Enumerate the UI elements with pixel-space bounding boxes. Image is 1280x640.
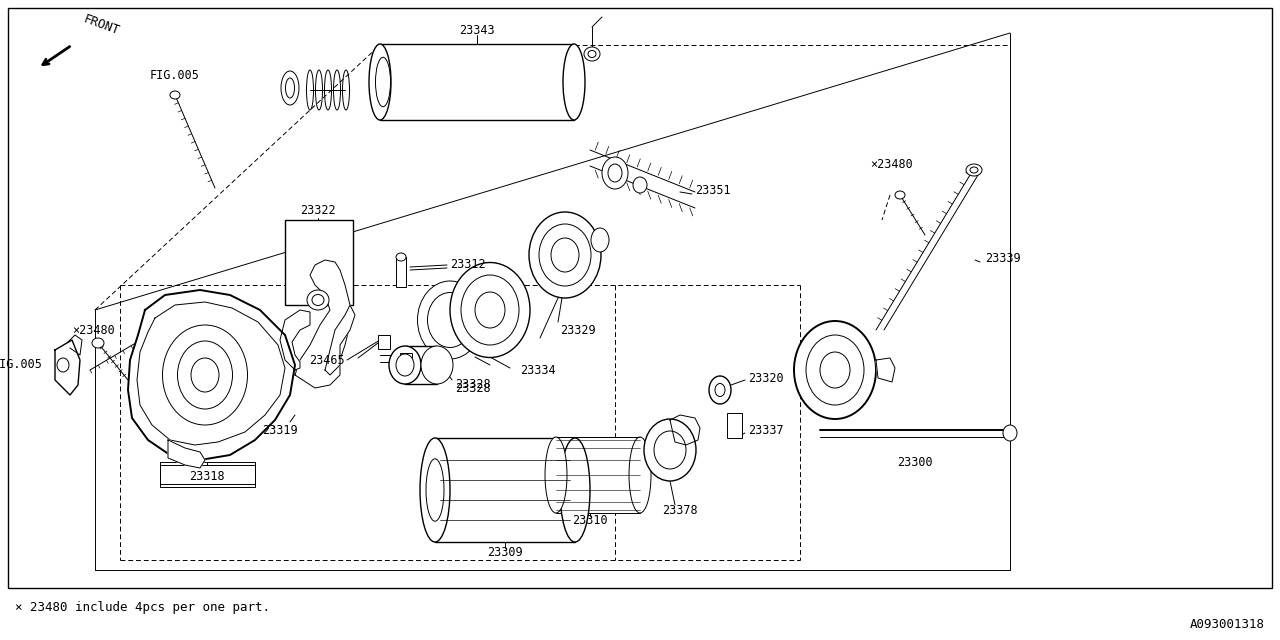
Ellipse shape: [461, 275, 518, 345]
Bar: [380, 44, 573, 120]
Ellipse shape: [716, 383, 724, 397]
Text: 23322: 23322: [301, 204, 335, 216]
Ellipse shape: [539, 224, 591, 286]
Text: FRONT: FRONT: [82, 13, 122, 38]
Bar: [399, 353, 412, 365]
Ellipse shape: [563, 44, 585, 120]
Ellipse shape: [895, 191, 905, 199]
Ellipse shape: [285, 78, 294, 98]
Ellipse shape: [820, 352, 850, 388]
Text: 23351: 23351: [695, 184, 731, 196]
Ellipse shape: [628, 437, 652, 513]
Text: 23465: 23465: [310, 353, 346, 367]
Ellipse shape: [312, 294, 324, 305]
Text: 23343: 23343: [460, 24, 495, 36]
Ellipse shape: [709, 376, 731, 404]
Ellipse shape: [608, 164, 622, 182]
Bar: [378, 335, 390, 349]
Text: 23328: 23328: [454, 381, 490, 394]
Ellipse shape: [561, 438, 590, 542]
Ellipse shape: [420, 438, 451, 542]
Bar: [404, 346, 436, 384]
Ellipse shape: [588, 51, 596, 58]
Text: 23312: 23312: [451, 259, 485, 271]
Bar: [160, 465, 255, 487]
Text: 23334: 23334: [520, 364, 556, 376]
Polygon shape: [280, 310, 310, 370]
Text: 23328: 23328: [454, 378, 490, 392]
Ellipse shape: [396, 253, 406, 261]
Text: 23339: 23339: [986, 252, 1020, 264]
Polygon shape: [325, 305, 355, 375]
Ellipse shape: [58, 358, 69, 372]
Ellipse shape: [178, 341, 233, 409]
Ellipse shape: [163, 325, 247, 425]
Bar: [285, 220, 353, 305]
Ellipse shape: [584, 47, 600, 61]
Text: ×23480: ×23480: [72, 323, 115, 337]
Text: 23318: 23318: [189, 470, 225, 483]
Ellipse shape: [282, 71, 300, 105]
Ellipse shape: [389, 346, 421, 384]
Ellipse shape: [426, 459, 444, 521]
Ellipse shape: [602, 157, 628, 189]
Ellipse shape: [654, 431, 686, 469]
Ellipse shape: [794, 321, 876, 419]
Text: 23329: 23329: [561, 323, 595, 337]
Ellipse shape: [428, 292, 472, 348]
Text: 23309: 23309: [488, 545, 522, 559]
Text: ×23480: ×23480: [870, 159, 913, 172]
Ellipse shape: [806, 335, 864, 405]
Text: A093001318: A093001318: [1190, 618, 1265, 632]
Ellipse shape: [634, 177, 646, 193]
Ellipse shape: [451, 262, 530, 358]
Text: FIG.005: FIG.005: [150, 69, 200, 82]
Ellipse shape: [421, 346, 453, 384]
Bar: [435, 438, 575, 542]
Text: FIG.005: FIG.005: [0, 358, 42, 371]
Ellipse shape: [191, 358, 219, 392]
Text: 23310: 23310: [572, 513, 608, 527]
Ellipse shape: [550, 238, 579, 272]
Ellipse shape: [970, 167, 978, 173]
Text: 23378: 23378: [662, 504, 698, 516]
Polygon shape: [294, 260, 349, 388]
Ellipse shape: [170, 91, 180, 99]
Ellipse shape: [369, 44, 390, 120]
Ellipse shape: [529, 212, 602, 298]
Ellipse shape: [545, 437, 567, 513]
Text: × 23480 include 4pcs per one part.: × 23480 include 4pcs per one part.: [15, 602, 270, 614]
Polygon shape: [876, 358, 895, 382]
Ellipse shape: [966, 164, 982, 176]
Polygon shape: [128, 290, 294, 460]
Bar: [396, 257, 406, 287]
Ellipse shape: [307, 290, 329, 310]
Polygon shape: [55, 340, 79, 395]
Ellipse shape: [475, 292, 506, 328]
Ellipse shape: [92, 338, 104, 348]
Text: 23319: 23319: [262, 424, 298, 436]
Bar: [556, 437, 640, 513]
Ellipse shape: [1004, 425, 1018, 441]
Ellipse shape: [375, 58, 390, 107]
Ellipse shape: [644, 419, 696, 481]
Ellipse shape: [591, 228, 609, 252]
Polygon shape: [168, 440, 205, 468]
Text: 23337: 23337: [748, 424, 783, 436]
Ellipse shape: [396, 354, 413, 376]
Bar: [727, 413, 742, 438]
Ellipse shape: [417, 281, 483, 359]
Text: 23320: 23320: [748, 371, 783, 385]
Text: 23300: 23300: [897, 456, 933, 468]
